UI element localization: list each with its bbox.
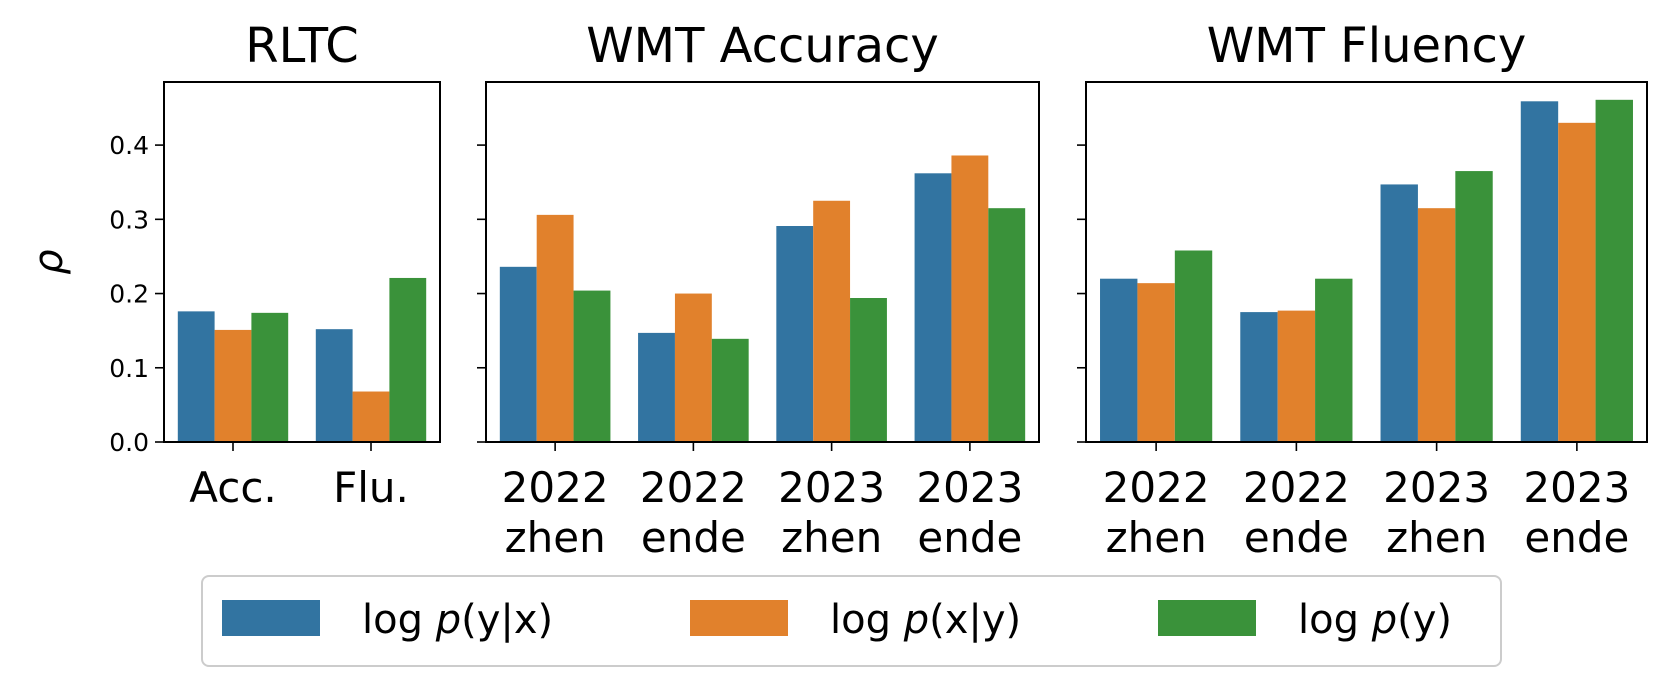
bar <box>1240 312 1278 442</box>
x-tick-label: 2023 <box>1383 463 1490 512</box>
bar <box>315 329 353 442</box>
bar <box>499 266 537 442</box>
panel-title: RLTC <box>245 18 359 74</box>
legend-swatch <box>690 600 788 636</box>
x-tick-label: ende <box>1524 513 1629 562</box>
bar <box>389 277 427 442</box>
legend-label: log p(y|x) <box>362 597 553 643</box>
bar <box>850 298 887 442</box>
x-tick-label: 2022 <box>640 463 747 512</box>
x-tick-label: zhen <box>781 513 882 562</box>
panels: RLTC 0.0 0.1 0.2 0.3 0.4 Acc. Flu. WMT Accuracy 2… <box>109 18 1648 562</box>
x-tick-label: 2023 <box>1523 463 1630 512</box>
legend-swatch <box>222 600 320 636</box>
legend-label: log p(y) <box>1298 597 1452 643</box>
bar <box>1520 101 1559 443</box>
x-tick-label: 2022 <box>502 463 609 512</box>
plot-frame <box>163 81 441 443</box>
bar <box>988 208 1026 442</box>
panel-title: WMT Fluency <box>1207 18 1527 74</box>
y-axis-label: ρ <box>26 249 72 274</box>
plot-frame <box>1085 81 1648 443</box>
x-tick-label: Acc. <box>189 463 277 512</box>
bar <box>711 338 749 442</box>
bar <box>251 312 289 442</box>
x-tick-label: 2023 <box>778 463 885 512</box>
bar <box>1417 208 1456 442</box>
legend-box <box>201 575 1502 667</box>
bar <box>674 293 712 442</box>
bar <box>352 391 390 442</box>
y-tick-label: 0.4 <box>109 131 149 160</box>
panel-3: WMT Fluency2022zhen2022ende2023zhen2023e… <box>1077 18 1648 562</box>
panel-title: WMT Accuracy <box>586 18 939 74</box>
bar <box>951 155 989 442</box>
x-tick-label: ende <box>1244 513 1349 562</box>
x-tick-label: Flu. <box>333 463 409 512</box>
x-tick-label: 2022 <box>1103 463 1210 512</box>
panel-2: WMT Accuracy2022zhen2022ende2023zhen2023… <box>477 18 1040 562</box>
bar <box>1595 99 1633 443</box>
bar <box>1455 171 1493 443</box>
x-tick-label: ende <box>641 513 746 562</box>
bar <box>536 214 574 442</box>
bar <box>1380 184 1418 442</box>
x-tick-label: 2023 <box>916 463 1023 512</box>
bar <box>177 311 215 442</box>
x-tick-label: ende <box>917 513 1022 562</box>
y-tick-label: 0.2 <box>109 280 149 309</box>
x-tick-label: 2022 <box>1243 463 1350 512</box>
x-tick-label: zhen <box>1106 513 1207 562</box>
bar <box>813 200 851 442</box>
legend-swatch <box>1158 600 1256 636</box>
bar <box>1100 278 1138 442</box>
legend-label: log p(x|y) <box>830 597 1021 643</box>
x-tick-label: zhen <box>1386 513 1487 562</box>
bar <box>638 332 675 442</box>
y-tick-label: 0.0 <box>109 428 149 457</box>
x-tick-label: zhen <box>505 513 606 562</box>
bar <box>1315 278 1353 442</box>
bar <box>1174 250 1213 442</box>
bar <box>573 290 611 442</box>
y-tick-label: 0.1 <box>109 354 149 383</box>
bar <box>776 226 814 442</box>
plot-frame <box>485 81 1040 443</box>
legend: log p(y|x) log p(x|y) log p(y) <box>201 575 1502 667</box>
bar <box>1558 122 1596 443</box>
bar <box>914 173 952 443</box>
bar <box>1137 283 1175 442</box>
panel-1: RLTC 0.0 0.1 0.2 0.3 0.4 Acc. Flu. <box>109 18 441 512</box>
bar <box>214 329 252 442</box>
y-tick-label: 0.3 <box>109 205 149 234</box>
bar <box>1277 310 1316 442</box>
